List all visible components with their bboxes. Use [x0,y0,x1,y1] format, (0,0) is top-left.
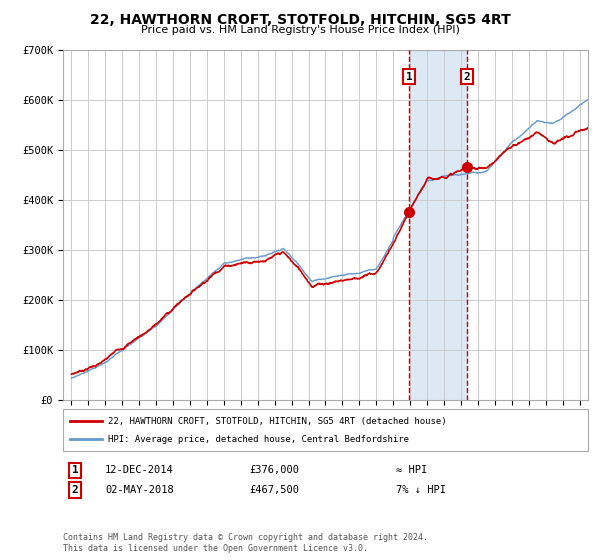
Text: £376,000: £376,000 [249,465,299,475]
Text: £467,500: £467,500 [249,485,299,495]
Bar [409,50,467,400]
Text: HPI: Average price, detached house, Central Bedfordshire: HPI: Average price, detached house, Cent… [108,435,409,444]
Text: Contains HM Land Registry data © Crown copyright and database right 2024.
This d: Contains HM Land Registry data © Crown c… [63,533,428,553]
Text: 1: 1 [406,72,413,82]
Text: 2: 2 [463,72,470,82]
Text: 7% ↓ HPI: 7% ↓ HPI [396,485,446,495]
Text: 12-DEC-2014: 12-DEC-2014 [105,465,174,475]
Text: ≈ HPI: ≈ HPI [396,465,427,475]
Text: 1: 1 [71,465,79,475]
Text: 22, HAWTHORN CROFT, STOTFOLD, HITCHIN, SG5 4RT: 22, HAWTHORN CROFT, STOTFOLD, HITCHIN, S… [89,13,511,27]
Text: 22, HAWTHORN CROFT, STOTFOLD, HITCHIN, SG5 4RT (detached house): 22, HAWTHORN CROFT, STOTFOLD, HITCHIN, S… [108,417,446,426]
Text: 02-MAY-2018: 02-MAY-2018 [105,485,174,495]
Text: 2: 2 [71,485,79,495]
Text: Price paid vs. HM Land Registry's House Price Index (HPI): Price paid vs. HM Land Registry's House … [140,25,460,35]
